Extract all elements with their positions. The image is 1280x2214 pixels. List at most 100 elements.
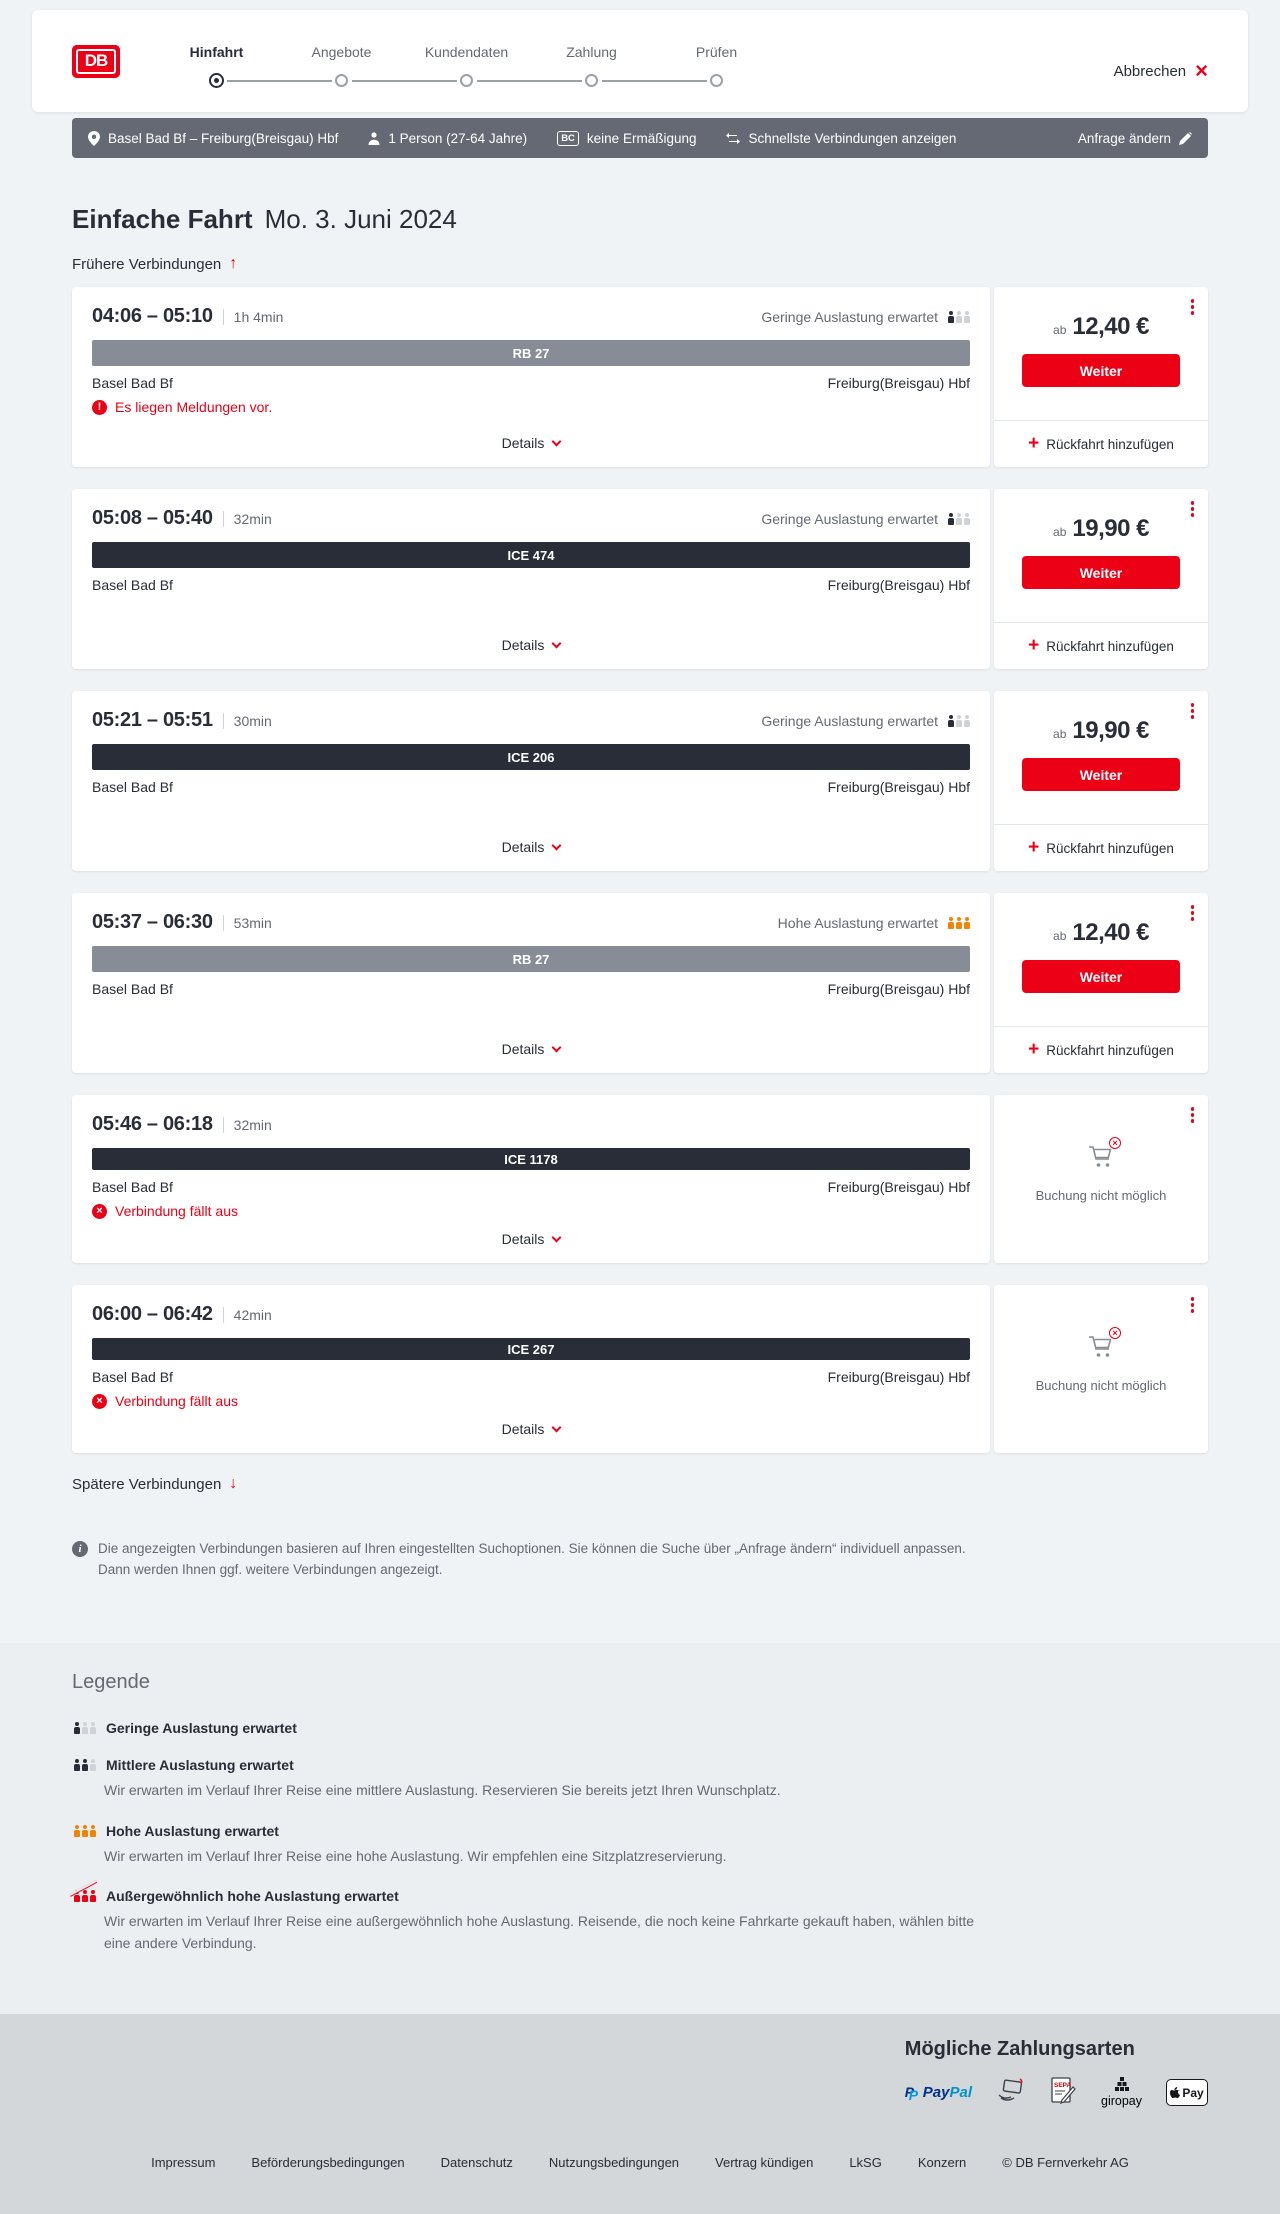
details-toggle[interactable]: Details <box>502 827 562 871</box>
footer-link[interactable]: Nutzungsbedingungen <box>548 2154 680 2170</box>
occupancy-high-icon <box>946 916 970 929</box>
details-toggle[interactable]: Details <box>501 1219 562 1263</box>
warning-text: Verbindung fällt aus <box>115 1393 238 1409</box>
connection-card[interactable]: 05:21 – 05:51 30min Geringe Auslastung e… <box>72 691 990 871</box>
search-options-note: i Die angezeigten Verbindungen basieren … <box>72 1539 992 1581</box>
search-summary-bar: Basel Bad Bf – Freiburg(Breisgau) Hbf 1 … <box>72 118 1208 158</box>
options-menu-icon[interactable] <box>1190 703 1194 719</box>
connection-row: 05:08 – 05:40 32min Geringe Auslastung e… <box>72 489 1208 669</box>
warning-icon: × <box>92 1203 107 1219</box>
continue-button[interactable]: Weiter <box>1022 758 1180 791</box>
step-zahlung[interactable]: Zahlung <box>529 44 707 88</box>
details-toggle[interactable]: Details <box>502 1409 562 1453</box>
passengers-summary: 1 Person (27-64 Jahre) <box>368 131 527 146</box>
connection-card[interactable]: 05:37 – 06:30 53min Hohe Auslastung erwa… <box>72 893 990 1073</box>
connection-time: 05:21 – 05:51 <box>92 709 213 731</box>
step-kundendaten[interactable]: Kundendaten <box>404 44 582 88</box>
footer-link[interactable]: Konzern <box>917 2154 967 2170</box>
legend-item: Geringe Auslastung erwartet <box>72 1720 1208 1736</box>
earlier-connections-link[interactable]: Frühere Verbindungen ↑ <box>72 255 237 273</box>
add-return-button[interactable]: + Rückfahrt hinzufügen <box>994 623 1208 669</box>
connection-list: 04:06 – 05:10 1h 4min Geringe Auslastung… <box>72 287 1208 1453</box>
add-return-button[interactable]: + Rückfahrt hinzufügen <box>994 421 1208 467</box>
not-possible-badge-icon: × <box>1109 1327 1121 1339</box>
legend-item-label: Außergewöhnlich hohe Auslastung erwartet <box>106 1888 399 1905</box>
connection-card[interactable]: 05:08 – 05:40 32min Geringe Auslastung e… <box>72 489 990 669</box>
continue-button[interactable]: Weiter <box>1022 556 1180 589</box>
add-return-button[interactable]: + Rückfahrt hinzufügen <box>994 1027 1208 1073</box>
occupancy-text: Geringe Auslastung erwartet <box>761 510 938 527</box>
details-toggle[interactable]: Details <box>502 1029 562 1073</box>
step-label: Prüfen <box>695 44 738 60</box>
connection-card[interactable]: 05:46 – 06:18 32min ICE 1178 Basel Bad B… <box>72 1095 990 1263</box>
step-dot-icon <box>335 74 348 87</box>
not-possible-badge-icon: × <box>1109 1137 1121 1149</box>
person-glyph <box>90 1890 96 1903</box>
options-menu-icon[interactable] <box>1190 1107 1194 1123</box>
step-prüfen[interactable]: Prüfen <box>654 44 779 88</box>
details-toggle[interactable]: Details <box>502 423 562 467</box>
destination-station: Freiburg(Breisgau) Hbf <box>827 1369 970 1385</box>
options-menu-icon[interactable] <box>1190 299 1194 315</box>
continue-button[interactable]: Weiter <box>1022 960 1180 993</box>
chevron-down-icon <box>551 1042 562 1052</box>
modify-search-button[interactable]: Anfrage ändern <box>1078 131 1192 146</box>
occupancy-low-icon <box>72 1721 96 1734</box>
price-block: ab 12,40 € Weiter <box>994 313 1208 387</box>
trip-type-title: Einfache Fahrt <box>72 204 253 234</box>
options-menu-icon[interactable] <box>1190 905 1194 921</box>
connection-row: 05:37 – 06:30 53min Hohe Auslastung erwa… <box>72 893 1208 1073</box>
cancel-button[interactable]: Abbrechen × <box>1114 58 1208 83</box>
continue-button[interactable]: Weiter <box>1022 354 1180 387</box>
add-return-label: Rückfahrt hinzufügen <box>1046 638 1174 654</box>
person-glyph <box>964 714 970 727</box>
details-label: Details <box>501 1231 545 1247</box>
connection-duration: 32min <box>233 1116 272 1133</box>
person-glyph <box>956 916 962 929</box>
note-text: Die angezeigten Verbindungen basieren au… <box>98 1541 966 1577</box>
svg-text:SEPA: SEPA <box>1054 2082 1072 2089</box>
chevron-down-icon <box>551 436 562 446</box>
footer-link[interactable]: LkSG <box>849 2154 882 2170</box>
price-block: ab 12,40 € Weiter <box>994 919 1208 993</box>
person-glyph <box>74 1721 80 1734</box>
destination-station: Freiburg(Breisgau) Hbf <box>827 779 970 795</box>
later-connections-link[interactable]: Spätere Verbindungen ↓ <box>72 1475 237 1493</box>
connection-card[interactable]: 04:06 – 05:10 1h 4min Geringe Auslastung… <box>72 287 990 467</box>
connection-card[interactable]: 06:00 – 06:42 42min ICE 267 Basel Bad Bf… <box>72 1285 990 1453</box>
footer-link[interactable]: Impressum <box>151 2154 216 2170</box>
person-glyph <box>956 512 962 525</box>
warning-text: Verbindung fällt aus <box>115 1203 238 1219</box>
close-icon: × <box>1195 58 1208 83</box>
options-menu-icon[interactable] <box>1190 1297 1194 1313</box>
train-label: ICE 1178 <box>92 1148 970 1170</box>
legend-item-description: Wir erwarten im Verlauf Ihrer Reise eine… <box>104 1847 727 1864</box>
pencil-icon <box>1179 131 1192 145</box>
booking-panel: ab 12,40 € Weiter + Rückfahrt hinzufügen <box>994 287 1208 467</box>
passengers-text: 1 Person (27-64 Jahre) <box>388 130 528 146</box>
footer-link[interactable]: Datenschutz <box>440 2154 513 2170</box>
info-icon: i <box>72 1541 88 1557</box>
footer-link[interactable]: Vertrag kündigen <box>715 2154 814 2170</box>
warning-text: Es liegen Meldungen vor. <box>115 399 273 415</box>
credit-card-icon <box>996 2077 1026 2108</box>
booking-panel: ab 19,90 € Weiter + Rückfahrt hinzufügen <box>994 691 1208 871</box>
options-menu-icon[interactable] <box>1190 501 1194 517</box>
person-glyph <box>948 916 954 929</box>
route-summary: Basel Bad Bf – Freiburg(Breisgau) Hbf <box>88 130 338 146</box>
step-hinfahrt[interactable]: Hinfahrt <box>154 44 332 88</box>
connection-time: 05:46 – 06:18 <box>92 1113 213 1135</box>
connection-time: 04:06 – 05:10 <box>92 305 213 327</box>
occupancy-text: Geringe Auslastung erwartet <box>761 308 938 325</box>
location-pin-icon <box>88 130 100 146</box>
person-glyph <box>948 310 954 323</box>
add-return-button[interactable]: + Rückfahrt hinzufügen <box>994 825 1208 871</box>
details-toggle[interactable]: Details <box>502 625 562 669</box>
booking-panel: + × Buchung nicht möglich <box>994 1095 1208 1263</box>
booking-not-possible-label: Buchung nicht möglich <box>1035 1378 1167 1393</box>
giropay-logo: giropay <box>1101 2077 1142 2108</box>
footer-link[interactable]: Beförderungsbedingungen <box>251 2154 405 2170</box>
step-angebote[interactable]: Angebote <box>279 44 457 88</box>
